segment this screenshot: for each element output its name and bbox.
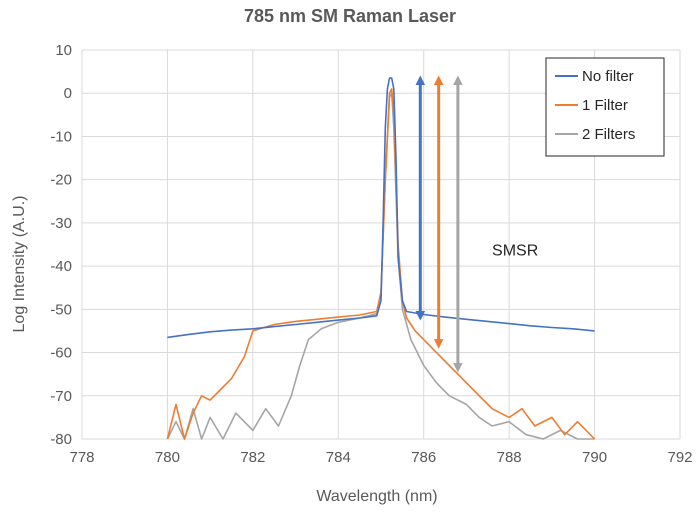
y-tick-label: -80 xyxy=(50,431,72,448)
annotations: SMSR xyxy=(492,242,538,259)
x-tick-label: 782 xyxy=(240,449,265,466)
x-tick-label: 786 xyxy=(411,449,436,466)
x-tick-label: 784 xyxy=(326,449,351,466)
y-tick-label: -50 xyxy=(50,301,72,318)
legend: No filter 1 Filter 2 Filters xyxy=(545,57,665,157)
legend-entry-2-filters: 2 Filters xyxy=(582,126,635,143)
y-tick-label: -60 xyxy=(50,345,72,362)
x-tick-label: 778 xyxy=(69,449,94,466)
legend-entry-no-filter: No filter xyxy=(582,68,634,85)
chart-title: 785 nm SM Raman Laser xyxy=(244,6,456,26)
y-tick-label: -70 xyxy=(50,388,72,405)
x-tick-label: 790 xyxy=(582,449,607,466)
smsr-label: SMSR xyxy=(492,242,538,259)
y-tick-label: 0 xyxy=(64,85,72,102)
y-tick-label: -10 xyxy=(50,128,72,145)
x-tick-label: 792 xyxy=(667,449,692,466)
legend-box xyxy=(545,57,665,157)
y-tick-label: -30 xyxy=(50,215,72,232)
x-tick-label: 788 xyxy=(497,449,522,466)
y-axis-label: Log Intensity (A.U.) xyxy=(11,196,28,333)
y-tick-label: -40 xyxy=(50,258,72,275)
series-lines xyxy=(166,77,596,440)
tick-labels: 778 780 782 784 786 788 790 792 10 0 -10 -20 -30 -40 -… xyxy=(50,42,692,466)
x-tick-label: 780 xyxy=(155,449,180,466)
y-tick-label: -20 xyxy=(50,172,72,189)
series-line-no-filter xyxy=(167,77,595,339)
smsr-arrows xyxy=(415,75,463,373)
series-line-1-filter xyxy=(166,88,596,440)
x-axis-label: Wavelength (nm) xyxy=(316,488,437,505)
legend-entry-1-filter: 1 Filter xyxy=(582,97,628,114)
y-tick-label: 10 xyxy=(55,42,72,59)
